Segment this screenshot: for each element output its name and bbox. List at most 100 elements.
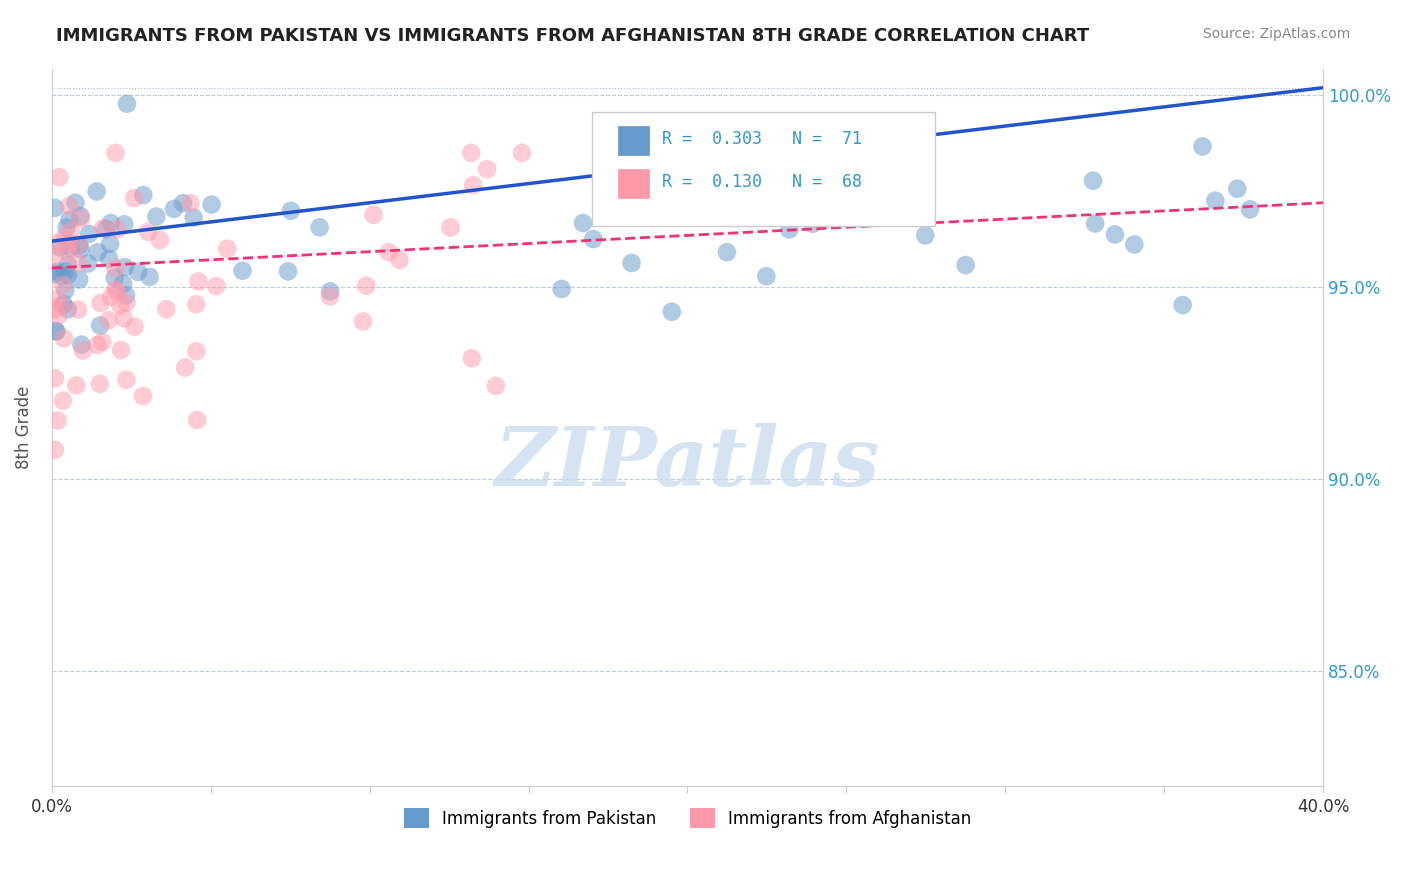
- Point: [186, 344, 208, 359]
- Point: [179, 196, 201, 211]
- Point: [778, 222, 800, 236]
- Point: [59, 241, 82, 255]
- Point: [58, 213, 80, 227]
- Point: [91, 334, 114, 349]
- Point: [112, 277, 135, 291]
- Point: [1171, 298, 1194, 312]
- Point: [77, 227, 100, 241]
- Point: [67, 256, 90, 270]
- Text: R =  0.130   N =  68: R = 0.130 N = 68: [662, 173, 862, 191]
- Point: [1226, 182, 1249, 196]
- Point: [122, 191, 145, 205]
- Point: [52, 331, 75, 345]
- Point: [69, 242, 91, 256]
- Point: [1104, 227, 1126, 242]
- Point: [217, 242, 239, 256]
- Point: [115, 373, 138, 387]
- Legend: Immigrants from Pakistan, Immigrants from Afghanistan: Immigrants from Pakistan, Immigrants fro…: [396, 801, 977, 835]
- Point: [149, 233, 172, 247]
- Point: [44, 371, 66, 385]
- Point: [127, 265, 149, 279]
- Point: [187, 275, 209, 289]
- Point: [44, 324, 66, 338]
- Point: [44, 249, 66, 263]
- Point: [105, 285, 128, 299]
- Point: [48, 170, 70, 185]
- Y-axis label: 8th Grade: 8th Grade: [15, 385, 32, 469]
- Point: [308, 220, 330, 235]
- Point: [44, 302, 66, 317]
- Point: [200, 197, 222, 211]
- Point: [51, 269, 73, 284]
- Point: [67, 272, 90, 286]
- Point: [77, 256, 100, 270]
- Point: [65, 195, 87, 210]
- Point: [475, 162, 498, 177]
- Point: [107, 222, 129, 236]
- Point: [801, 217, 824, 231]
- Point: [67, 237, 90, 252]
- Point: [58, 237, 80, 252]
- Point: [46, 236, 69, 251]
- Point: [183, 211, 205, 225]
- Point: [72, 343, 94, 358]
- Point: [53, 264, 76, 278]
- Text: Source: ZipAtlas.com: Source: ZipAtlas.com: [1202, 27, 1350, 41]
- Point: [52, 297, 75, 311]
- Point: [104, 261, 127, 276]
- Point: [86, 338, 108, 352]
- Point: [582, 232, 605, 246]
- Point: [1239, 202, 1261, 217]
- Point: [1084, 217, 1107, 231]
- Point: [89, 376, 111, 391]
- Point: [49, 298, 72, 312]
- Point: [89, 318, 111, 333]
- Point: [914, 228, 936, 243]
- Point: [132, 188, 155, 202]
- Point: [104, 270, 127, 285]
- Point: [205, 279, 228, 293]
- Point: [45, 325, 67, 339]
- Point: [46, 292, 69, 306]
- Point: [69, 209, 91, 223]
- Point: [98, 252, 121, 266]
- Point: [378, 245, 401, 260]
- Point: [56, 258, 79, 272]
- FancyBboxPatch shape: [617, 169, 650, 198]
- Point: [124, 319, 146, 334]
- Point: [112, 311, 135, 326]
- Point: [97, 313, 120, 327]
- Point: [110, 298, 132, 312]
- Text: IMMIGRANTS FROM PAKISTAN VS IMMIGRANTS FROM AFGHANISTAN 8TH GRADE CORRELATION CH: IMMIGRANTS FROM PAKISTAN VS IMMIGRANTS F…: [56, 27, 1090, 45]
- Point: [716, 245, 738, 260]
- Point: [49, 240, 72, 254]
- Point: [115, 295, 138, 310]
- Point: [46, 265, 69, 279]
- Point: [100, 290, 122, 304]
- Point: [136, 225, 159, 239]
- Point: [461, 351, 484, 366]
- Text: ZIPatlas: ZIPatlas: [495, 423, 880, 503]
- Point: [94, 222, 117, 236]
- Point: [572, 216, 595, 230]
- Text: R =  0.303   N =  71: R = 0.303 N = 71: [662, 130, 862, 148]
- Point: [87, 245, 110, 260]
- Point: [955, 258, 977, 272]
- Point: [356, 278, 378, 293]
- Point: [91, 221, 114, 235]
- Point: [70, 337, 93, 351]
- Point: [44, 442, 66, 457]
- Point: [723, 202, 745, 217]
- Point: [114, 260, 136, 275]
- Point: [460, 145, 482, 160]
- FancyBboxPatch shape: [592, 112, 935, 227]
- Point: [174, 360, 197, 375]
- Point: [115, 288, 138, 302]
- Point: [104, 283, 127, 297]
- Point: [132, 389, 155, 403]
- Point: [510, 145, 533, 160]
- Point: [186, 413, 208, 427]
- Point: [53, 230, 76, 244]
- Point: [231, 264, 253, 278]
- Point: [86, 185, 108, 199]
